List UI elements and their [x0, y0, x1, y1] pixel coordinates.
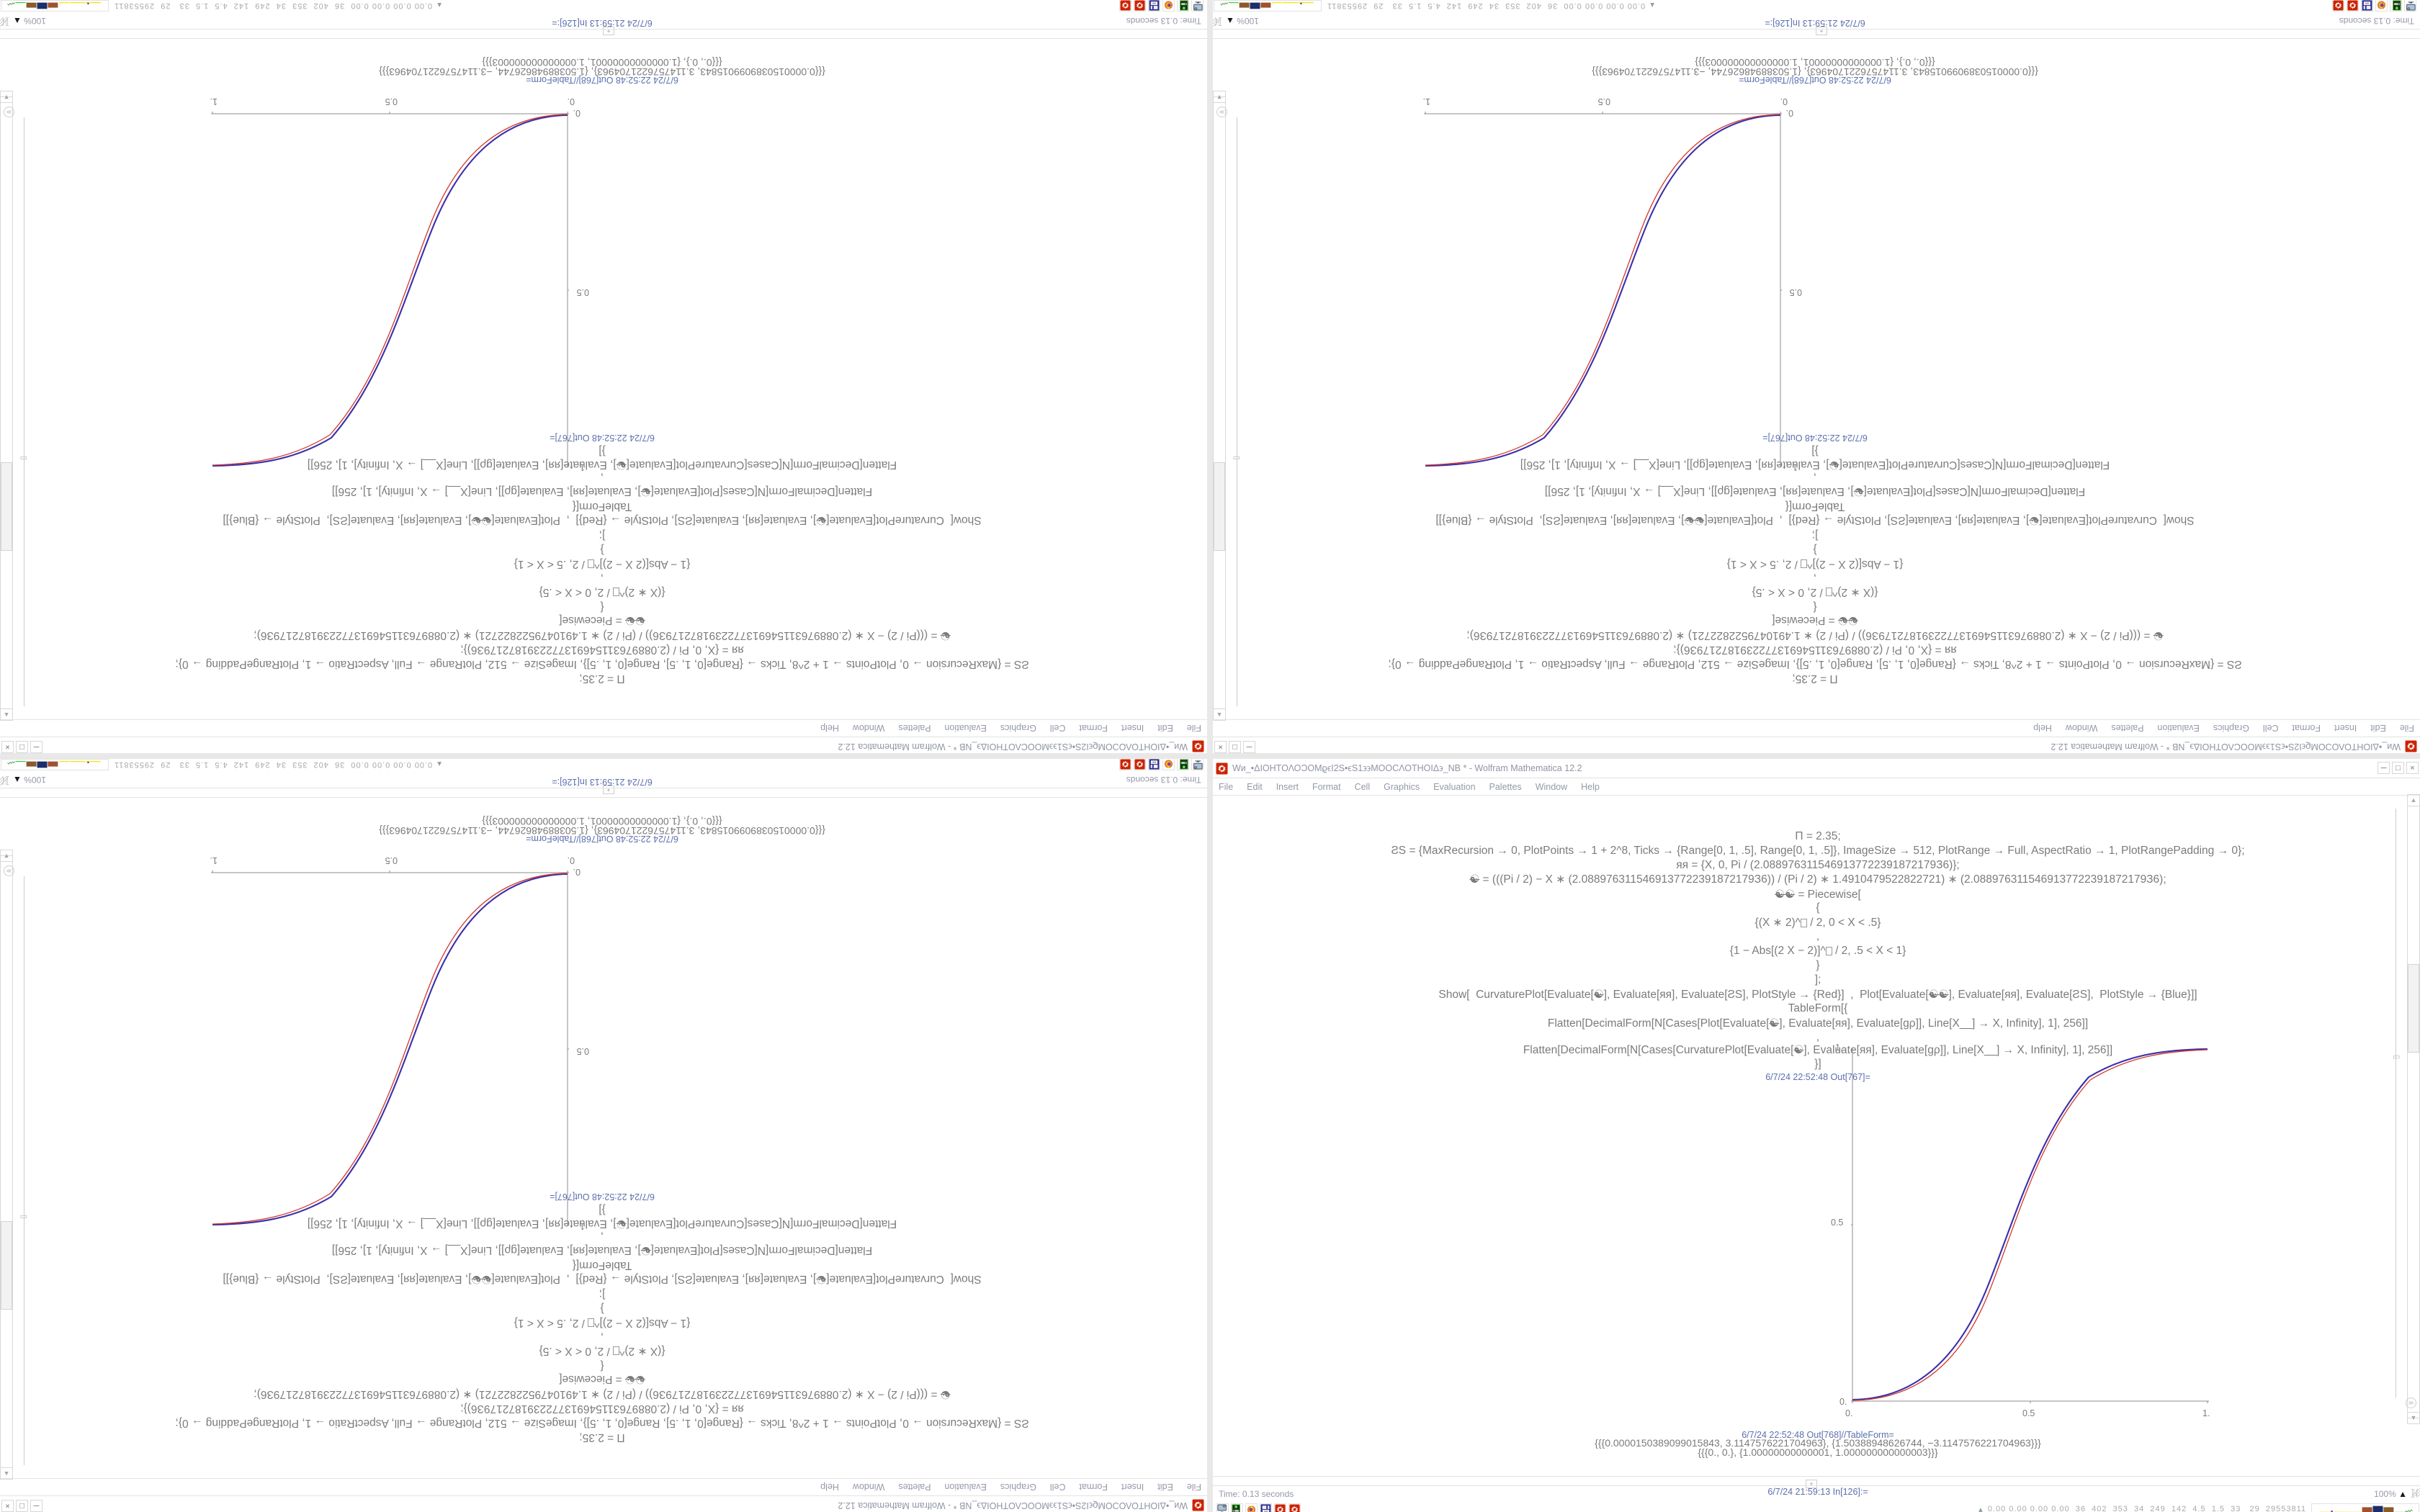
svg-text:64: 64	[1152, 761, 1156, 765]
svg-text:64: 64	[2365, 2, 2369, 6]
svg-text:64: 64	[1152, 2, 1156, 6]
svg-text:64: 64	[1264, 1509, 1268, 1512]
